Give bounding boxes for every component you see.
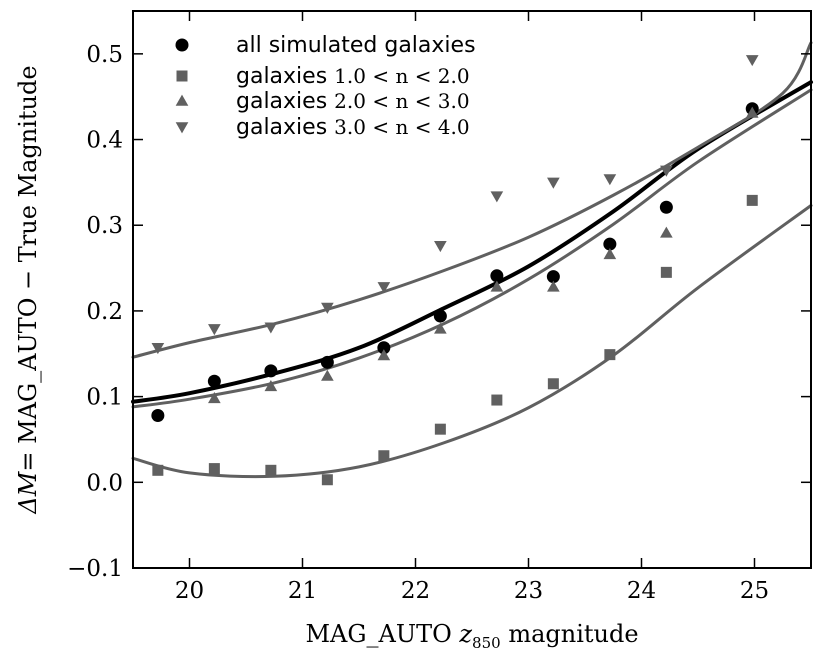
y-tick-label: 0.2 — [86, 299, 123, 325]
plot-frame — [132, 10, 812, 569]
point-all — [603, 237, 617, 251]
y-tick-label: 0.5 — [86, 42, 123, 68]
point-n2 — [745, 106, 759, 118]
fit-line-n3 — [131, 41, 813, 359]
point-n3 — [321, 302, 334, 314]
point-n3 — [745, 55, 759, 67]
x-tick-label: 21 — [288, 578, 317, 604]
tick-labels: 20 21 22 23 24 25 −0.1 0.0 0.1 0.2 0.3 0.4 0.5 — [67, 42, 769, 604]
point-n2 — [547, 280, 560, 292]
point-n1 — [378, 450, 390, 462]
legend: all simulated galaxies galaxies 1.0 < n <… — [175, 33, 476, 140]
fit-line-n1 — [131, 204, 813, 479]
fit-line-all — [131, 80, 813, 404]
y-tick-label: 0.1 — [86, 385, 123, 411]
point-n1 — [208, 463, 220, 475]
legend-label-n1: galaxies 1.0 < n < 2.0 — [236, 64, 470, 89]
point-n3 — [547, 177, 560, 189]
series-all — [151, 102, 759, 422]
data-markers — [151, 55, 759, 486]
point-n1 — [321, 474, 333, 486]
y-tick-label: 0.0 — [86, 470, 123, 496]
point-all — [490, 269, 504, 283]
axis-ticks — [133, 11, 811, 569]
point-n3 — [377, 282, 391, 294]
legend-marker-n1 — [176, 70, 188, 82]
point-n3 — [434, 241, 447, 253]
fit-curves — [131, 41, 813, 479]
legend-marker-all — [175, 38, 189, 52]
series-n1 — [152, 194, 758, 486]
y-tick-label: 0.3 — [86, 213, 123, 239]
point-n3 — [603, 174, 617, 186]
legend-marker-n3 — [175, 122, 189, 134]
point-n1 — [434, 423, 446, 435]
x-tick-label: 24 — [627, 578, 656, 604]
point-n3 — [151, 343, 165, 355]
point-n2 — [660, 226, 673, 238]
point-n2 — [321, 369, 334, 381]
point-n2 — [377, 349, 391, 361]
x-tick-label: 25 — [740, 578, 769, 604]
point-n3 — [490, 191, 504, 203]
point-n1 — [547, 378, 559, 390]
point-n2 — [490, 280, 504, 292]
x-tick-label: 23 — [514, 578, 543, 604]
series-n2 — [208, 106, 759, 404]
point-n3 — [264, 322, 278, 334]
point-all — [320, 355, 334, 369]
point-n1 — [152, 464, 164, 476]
y-tick-label: 0.4 — [86, 128, 123, 154]
x-tick-label: 22 — [401, 578, 430, 604]
point-n1 — [491, 394, 503, 406]
point-all — [659, 200, 673, 214]
series-n3 — [151, 55, 759, 355]
point-all — [546, 270, 560, 284]
point-all — [151, 408, 165, 422]
point-n1 — [660, 266, 672, 278]
legend-label-all: all simulated galaxies — [236, 33, 476, 58]
point-n2 — [208, 392, 221, 404]
legend-label-n2: galaxies 2.0 < n < 3.0 — [236, 89, 470, 114]
point-n2 — [264, 380, 278, 392]
point-n3 — [208, 324, 221, 336]
x-axis-label: MAG_AUTO z850 magnitude — [305, 620, 638, 652]
point-n2 — [603, 248, 617, 260]
legend-label-n3: galaxies 3.0 < n < 4.0 — [236, 115, 470, 140]
legend-marker-n2 — [175, 94, 189, 106]
point-all — [433, 309, 447, 323]
point-all — [264, 364, 278, 378]
point-all — [207, 374, 221, 388]
fit-line-n2 — [131, 88, 813, 409]
point-n3 — [660, 165, 673, 177]
y-axis-label: ΔM= MAG_AUTO − True Magnitude — [14, 65, 42, 514]
point-n1 — [265, 464, 277, 476]
point-n1 — [746, 194, 758, 206]
point-n1 — [604, 349, 616, 361]
point-n2 — [434, 322, 447, 334]
x-tick-label: 20 — [175, 578, 204, 604]
y-tick-label: −0.1 — [67, 556, 123, 582]
point-all — [377, 341, 391, 355]
